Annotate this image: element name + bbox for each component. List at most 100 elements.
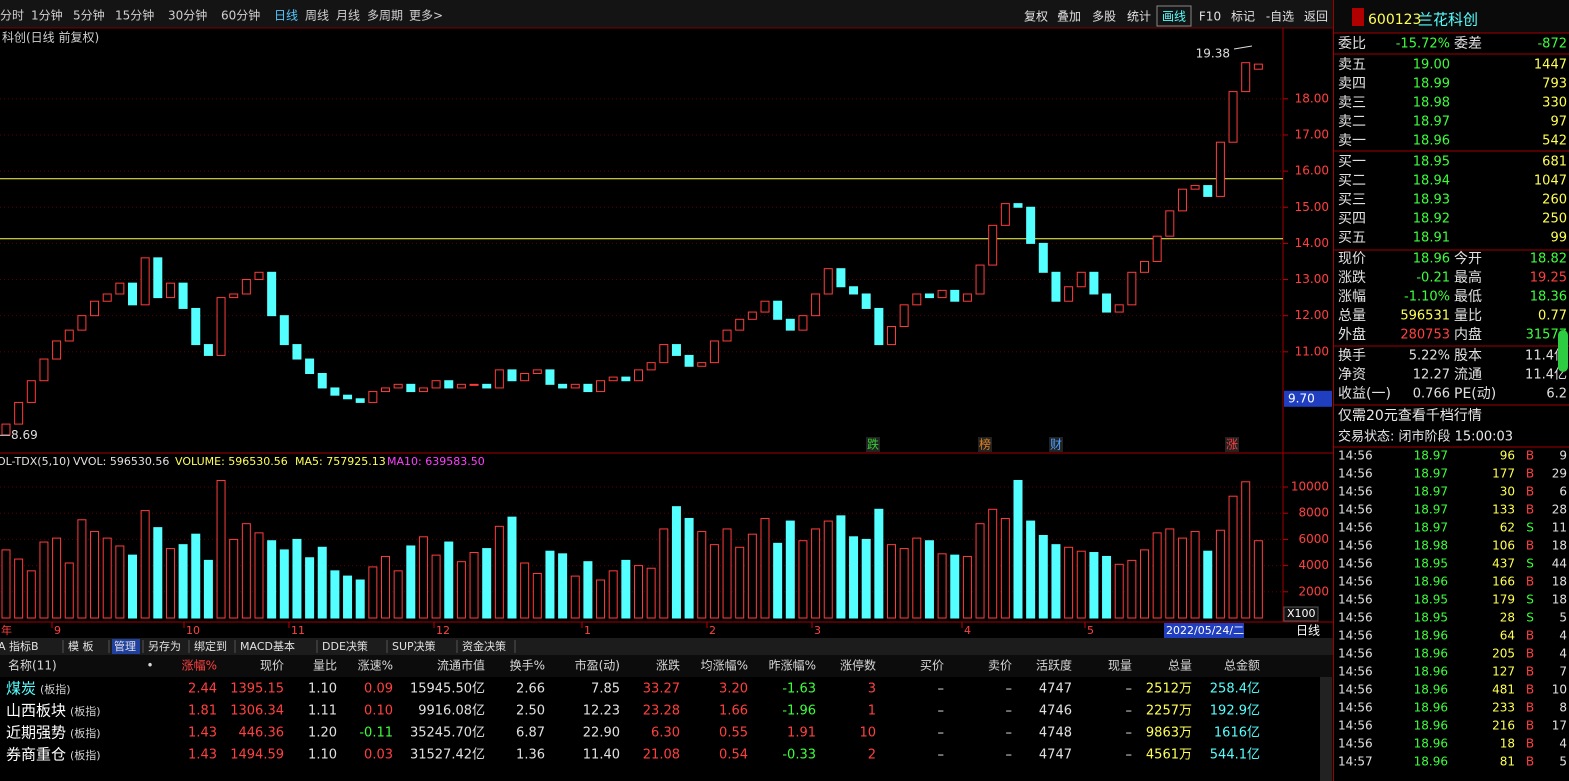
tab[interactable]: DDE决策 bbox=[322, 639, 368, 653]
event-marker[interactable]: 涨 bbox=[1226, 437, 1238, 452]
period-tab[interactable]: 周线 bbox=[305, 9, 329, 23]
toolbar-button[interactable]: 多股 bbox=[1092, 10, 1116, 24]
event-marker[interactable]: 榜 bbox=[979, 437, 991, 452]
stat-label: 现价 bbox=[1338, 251, 1366, 267]
volume-bar bbox=[1165, 528, 1175, 619]
tick-side: B bbox=[1526, 539, 1534, 553]
period-tab[interactable]: 15分钟 bbox=[115, 8, 154, 23]
unit-box bbox=[1283, 606, 1319, 622]
event-marker[interactable]: 跌 bbox=[867, 437, 879, 452]
tab[interactable]: 模 板 bbox=[68, 639, 94, 653]
table-cell: 0.03 bbox=[364, 748, 393, 763]
toolbar-button[interactable]: 标记 bbox=[1231, 10, 1255, 24]
toolbar-button[interactable]: 画线 bbox=[1162, 10, 1186, 24]
cursor-label: 9.70 bbox=[1288, 391, 1315, 405]
table-header[interactable]: 量比 bbox=[313, 659, 337, 673]
candle bbox=[1203, 185, 1213, 197]
volume-bar bbox=[1102, 555, 1112, 619]
candle bbox=[1152, 235, 1162, 262]
table-header[interactable]: 名称(11) bbox=[8, 658, 57, 673]
table-cell: 1.43 bbox=[188, 748, 217, 763]
candle bbox=[1165, 210, 1175, 237]
table-header[interactable]: 买价 bbox=[920, 659, 944, 673]
row-name[interactable]: 券商重仓 bbox=[6, 746, 66, 764]
period-tab[interactable]: 5分钟 bbox=[73, 8, 105, 23]
volume-bar bbox=[128, 554, 137, 619]
stat-label: 外盘 bbox=[1338, 326, 1366, 343]
table-header[interactable]: • bbox=[146, 659, 153, 673]
tab[interactable]: 另存为 bbox=[148, 639, 181, 653]
table-header[interactable]: 换手% bbox=[510, 659, 545, 673]
table-cell: -0.11 bbox=[359, 726, 393, 741]
tick-price: 18.97 bbox=[1414, 467, 1448, 481]
volume-bar bbox=[241, 523, 251, 619]
volume-bar bbox=[39, 541, 49, 619]
candle bbox=[962, 293, 972, 302]
table-cell: 1.10 bbox=[308, 748, 337, 763]
toolbar-button[interactable]: 返回 bbox=[1304, 10, 1328, 24]
tab[interactable]: 资金决策 bbox=[462, 639, 506, 653]
y-tick-label: 6000 bbox=[1298, 532, 1329, 546]
period-tab[interactable]: 分时 bbox=[0, 9, 24, 23]
table-cell: 1.66 bbox=[719, 704, 748, 719]
table-header[interactable]: 活跃度 bbox=[1036, 658, 1072, 673]
period-tab[interactable]: 更多> bbox=[409, 9, 443, 23]
table-header[interactable]: 涨速% bbox=[358, 658, 393, 673]
table-header[interactable]: 昨涨幅% bbox=[769, 658, 816, 673]
tab[interactable]: MACD基本 bbox=[240, 639, 295, 653]
volume-bar bbox=[77, 519, 87, 619]
stat-value: -0.21 bbox=[1416, 271, 1450, 286]
toolbar-button[interactable]: 复权 bbox=[1024, 10, 1048, 24]
stat-value: 18.96 bbox=[1413, 252, 1450, 267]
candle bbox=[1102, 293, 1112, 313]
tab[interactable]: A 指标B bbox=[0, 639, 39, 653]
toolbar-button[interactable]: F10 bbox=[1199, 10, 1221, 24]
table-cell: 6.30 bbox=[651, 726, 680, 741]
candle bbox=[773, 300, 783, 320]
stat-label: 量比 bbox=[1454, 308, 1482, 324]
period-tab[interactable]: 多周期 bbox=[367, 9, 403, 23]
table-header[interactable]: 总金额 bbox=[1224, 658, 1260, 673]
period-tab[interactable]: 日线 bbox=[274, 9, 298, 23]
toolbar-button[interactable]: 统计 bbox=[1127, 10, 1151, 24]
toolbar-button[interactable]: 叠加 bbox=[1057, 10, 1081, 24]
volume-bar bbox=[735, 546, 745, 619]
tab[interactable]: 绑定到 bbox=[194, 639, 227, 653]
row-name[interactable]: 煤炭 bbox=[6, 680, 36, 698]
tab[interactable]: SUP决策 bbox=[392, 639, 436, 653]
high-label: 19.38 bbox=[1196, 46, 1230, 60]
volume-bar bbox=[381, 555, 390, 619]
table-cell: – bbox=[1006, 704, 1013, 719]
period-tab[interactable]: 月线 bbox=[336, 9, 360, 23]
volume-bar bbox=[1000, 517, 1010, 619]
table-cell: 6.87 bbox=[516, 726, 545, 741]
volume-bar bbox=[520, 562, 530, 619]
table-header[interactable]: 涨停数 bbox=[840, 658, 876, 673]
table-header[interactable]: 均涨幅% bbox=[701, 658, 748, 673]
table-header[interactable]: 市盈(动) bbox=[575, 658, 620, 673]
candle bbox=[292, 344, 302, 360]
candle bbox=[836, 268, 846, 288]
table-cell: 2.50 bbox=[516, 704, 545, 719]
row-name[interactable]: 近期强势 bbox=[6, 724, 66, 742]
row-name[interactable]: 山西板块 bbox=[6, 702, 66, 720]
table-header[interactable]: 现价 bbox=[260, 659, 284, 673]
table-header[interactable]: 卖价 bbox=[988, 659, 1012, 673]
tab[interactable]: 管理 bbox=[114, 639, 136, 653]
date-label: 9 bbox=[54, 624, 61, 637]
volume-bar bbox=[823, 520, 833, 619]
table-header[interactable]: 涨跌 bbox=[656, 658, 680, 673]
table-header[interactable]: 涨幅% bbox=[182, 658, 217, 673]
table-header[interactable]: 总量 bbox=[1168, 659, 1192, 673]
volume-bar bbox=[1038, 534, 1048, 619]
event-marker[interactable]: 财 bbox=[1050, 438, 1062, 452]
tick-time: 14:56 bbox=[1338, 611, 1373, 625]
period-tab[interactable]: 30分钟 bbox=[168, 8, 207, 23]
promo-link[interactable]: 仅需20元查看千档行情 bbox=[1338, 408, 1482, 424]
period-tab[interactable]: 60分钟 bbox=[221, 8, 260, 23]
table-header[interactable]: 流通市值 bbox=[437, 658, 485, 673]
stat-label: 涨跌 bbox=[1338, 270, 1366, 286]
table-header[interactable]: 现量 bbox=[1108, 659, 1132, 673]
period-tab[interactable]: 1分钟 bbox=[31, 8, 63, 23]
toolbar-button[interactable]: -自选 bbox=[1266, 10, 1294, 24]
